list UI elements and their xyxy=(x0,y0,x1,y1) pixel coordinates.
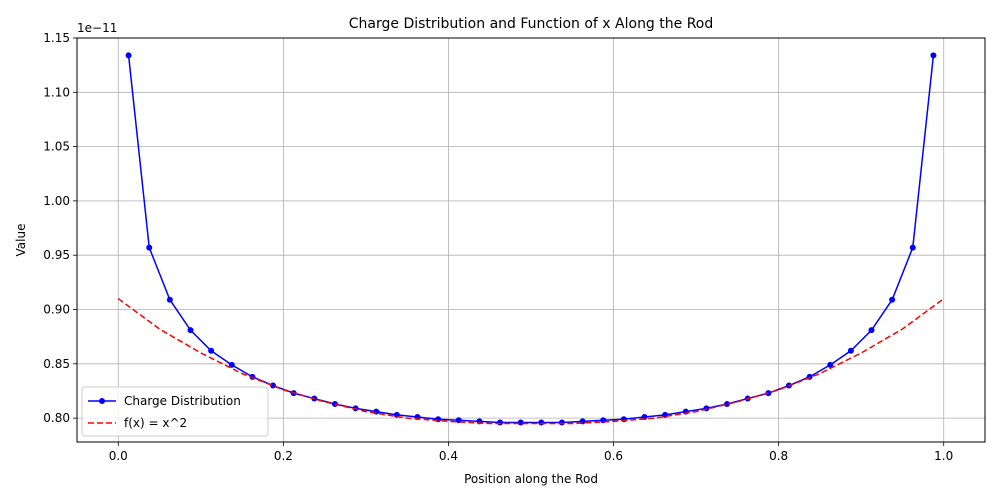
y-axis: 0.80 0.85 0.90 0.95 1.00 1.05 1.10 1.15 xyxy=(43,31,77,425)
data-point xyxy=(187,327,194,334)
data-point xyxy=(331,400,338,407)
data-point xyxy=(538,419,545,426)
legend: Charge Distribution f(x) = x^2 xyxy=(81,386,269,437)
data-point xyxy=(909,244,916,251)
x-axis-label: Position along the Rod xyxy=(464,472,598,486)
data-point xyxy=(889,296,896,303)
x-tick-label: 0.0 xyxy=(109,449,128,463)
data-point xyxy=(558,419,565,426)
x-tick-label: 0.2 xyxy=(274,449,293,463)
y-offset-text: 1e−11 xyxy=(77,21,117,35)
y-tick-label: 1.15 xyxy=(43,31,70,45)
data-point xyxy=(868,327,875,334)
legend-marker xyxy=(99,398,105,404)
chart-title: Charge Distribution and Function of x Al… xyxy=(349,16,714,32)
y-tick-label: 0.80 xyxy=(43,411,70,425)
data-point xyxy=(125,52,132,59)
x-tick-label: 0.4 xyxy=(439,449,458,463)
data-point xyxy=(228,361,235,368)
y-tick-label: 0.95 xyxy=(43,248,70,262)
plot-frame xyxy=(76,37,986,443)
y-tick-label: 0.85 xyxy=(43,357,70,371)
y-tick-label: 1.05 xyxy=(43,140,70,154)
x-tick-label: 1.0 xyxy=(934,449,953,463)
data-point xyxy=(703,405,710,412)
data-point xyxy=(827,361,834,368)
y-tick-label: 1.00 xyxy=(43,194,70,208)
series-1 xyxy=(117,298,945,425)
x-axis: 0.0 0.2 0.4 0.6 0.8 1.0 xyxy=(109,442,953,463)
legend-label: Charge Distribution xyxy=(124,394,241,408)
data-point xyxy=(847,347,854,354)
data-point xyxy=(517,419,524,426)
data-point xyxy=(724,400,731,407)
data-point xyxy=(930,52,937,59)
x-tick-label: 0.8 xyxy=(769,449,788,463)
data-point xyxy=(208,347,215,354)
data-point xyxy=(373,408,380,415)
y-tick-label: 0.90 xyxy=(43,303,70,317)
legend-box xyxy=(81,386,269,437)
x-tick-label: 0.6 xyxy=(604,449,623,463)
legend-label: f(x) = x^2 xyxy=(124,416,187,430)
y-axis-label: Value xyxy=(14,224,28,257)
data-point xyxy=(146,244,153,251)
data-point xyxy=(166,296,173,303)
series-layer xyxy=(117,52,945,426)
data-point xyxy=(497,419,504,426)
y-tick-label: 1.10 xyxy=(43,85,70,99)
series-line xyxy=(117,298,945,425)
